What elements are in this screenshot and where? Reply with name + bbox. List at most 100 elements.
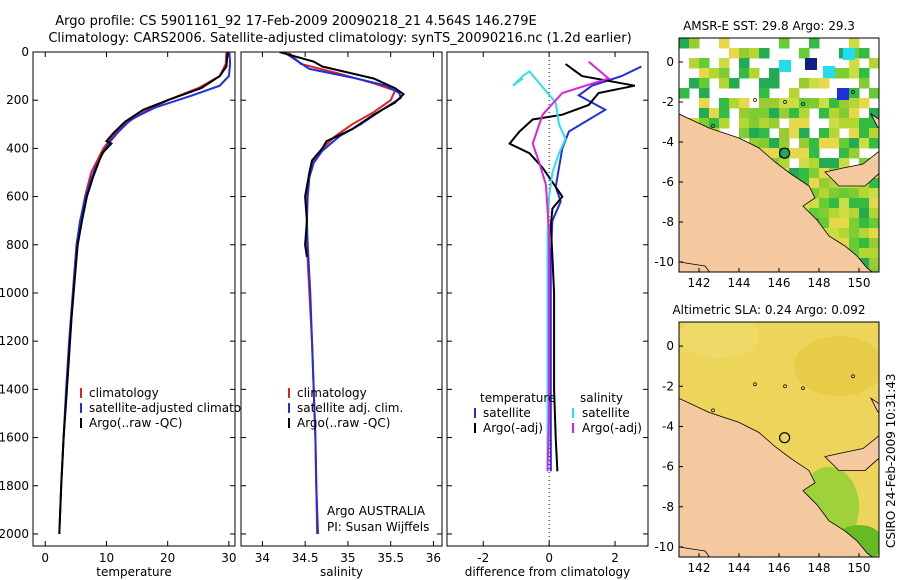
sst-cell [829, 158, 840, 169]
sst-cell [859, 68, 870, 79]
credit-line-2: PI: Susan Wijffels [327, 520, 429, 534]
y-tick-label: -10 [654, 540, 674, 554]
plot-frame [32, 51, 236, 547]
sst-map-panel: 142 144 146 148 150 0 -2 -4 -6 -8 -10 AMSR-E SST: 2… [654, 19, 880, 290]
sst-cell [779, 108, 790, 119]
sst-cell [809, 38, 820, 49]
y-tick-label: 200 [6, 93, 29, 107]
sst-cell [849, 98, 860, 109]
sst-cell [739, 68, 750, 79]
sst-cell [789, 128, 800, 139]
sst-cell [779, 60, 791, 72]
sst-cell [769, 148, 780, 159]
sst-cell [869, 198, 879, 209]
sst-cell [809, 78, 820, 89]
x-tick-label: 150 [848, 561, 871, 575]
sst-cell [819, 198, 830, 209]
sst-cell [799, 158, 810, 169]
land-new-guinea [679, 113, 873, 272]
x-tick-label: 30 [221, 551, 236, 565]
sst-cell [849, 108, 860, 119]
island [753, 382, 757, 387]
sst-cell [859, 118, 870, 129]
sst-cell [789, 168, 800, 179]
sst-cell [779, 158, 790, 169]
x-tick-label: 34 [255, 551, 270, 565]
title-line-1: Argo profile: CS 5901161_92 17-Feb-2009 … [55, 14, 537, 29]
sst-cell [869, 128, 879, 139]
sst-cell [719, 118, 730, 129]
sst-cell [769, 108, 780, 119]
sst-cell [699, 78, 710, 89]
x-axis-label: salinity [320, 565, 363, 579]
sst-cell [829, 178, 840, 189]
sst-cell [849, 38, 860, 49]
sst-cell [849, 198, 860, 209]
sst-cell [739, 128, 750, 139]
sst-cell [839, 108, 850, 119]
sst-cell [869, 118, 879, 129]
sst-cell [769, 68, 780, 79]
sst-cell [779, 148, 790, 159]
sst-cell [819, 158, 830, 169]
y-tick-label: 0 [666, 55, 674, 69]
x-tick-label: 148 [808, 276, 831, 290]
sst-cell [779, 128, 790, 139]
sst-cell [799, 118, 810, 129]
sst-cell [799, 128, 810, 139]
sst-cell [839, 188, 850, 199]
sst-cell [739, 98, 750, 109]
sst-cell [819, 78, 830, 89]
sst-cell [709, 118, 720, 129]
sst-cell [859, 258, 870, 269]
sst-cell [829, 208, 840, 219]
x-tick-label: 142 [688, 561, 711, 575]
sst-cell [849, 238, 860, 249]
sst-cell [779, 38, 790, 49]
sst-cell [749, 108, 760, 119]
sst-cell [719, 38, 730, 49]
sst-cell [859, 238, 870, 249]
sst-cell [849, 138, 860, 149]
series-line-salinity-argo-adj- [531, 60, 611, 472]
sst-cell [869, 218, 879, 229]
sst-cell [839, 228, 850, 239]
sst-cell [829, 188, 840, 199]
sst-cell [739, 108, 750, 119]
sla-map-panel: 142 144 146 148 150 0 -2 -4 -6 -8 -10 Altimetric SL… [654, 303, 880, 575]
sst-cell [809, 158, 820, 169]
sst-cell [749, 138, 760, 149]
sst-cell [839, 208, 850, 219]
sst-cell [819, 218, 830, 229]
sst-cell [869, 88, 879, 99]
series-line-argo-raw-qc- [58, 52, 229, 535]
sst-cell [679, 38, 690, 49]
sst-cell [769, 98, 780, 109]
sst-cell [829, 228, 840, 239]
island [753, 98, 757, 102]
sst-cell [869, 138, 879, 149]
sst-cell [829, 138, 840, 149]
sst-cell [849, 208, 860, 219]
y-tick-label: 0 [21, 45, 29, 59]
legend-label: climatology [89, 386, 159, 400]
sst-cell [739, 48, 750, 59]
sst-cell [859, 48, 870, 59]
sst-cell [809, 148, 820, 159]
sst-cell [869, 258, 879, 269]
sst-cell [759, 78, 770, 89]
map-field [679, 322, 879, 557]
y-tick-label: 1800 [0, 479, 29, 493]
sst-cell [699, 98, 710, 109]
legend-label: Argo(..raw -QC) [297, 416, 390, 430]
sst-cell [809, 98, 820, 109]
sst-cell [759, 88, 770, 99]
sst-cell [849, 218, 860, 229]
x-axis-label: temperature [96, 565, 171, 579]
sst-cell [849, 228, 860, 239]
sst-cell [839, 158, 850, 169]
sst-cell [819, 108, 830, 119]
sst-cell [839, 218, 850, 229]
sst-cell [809, 198, 820, 209]
